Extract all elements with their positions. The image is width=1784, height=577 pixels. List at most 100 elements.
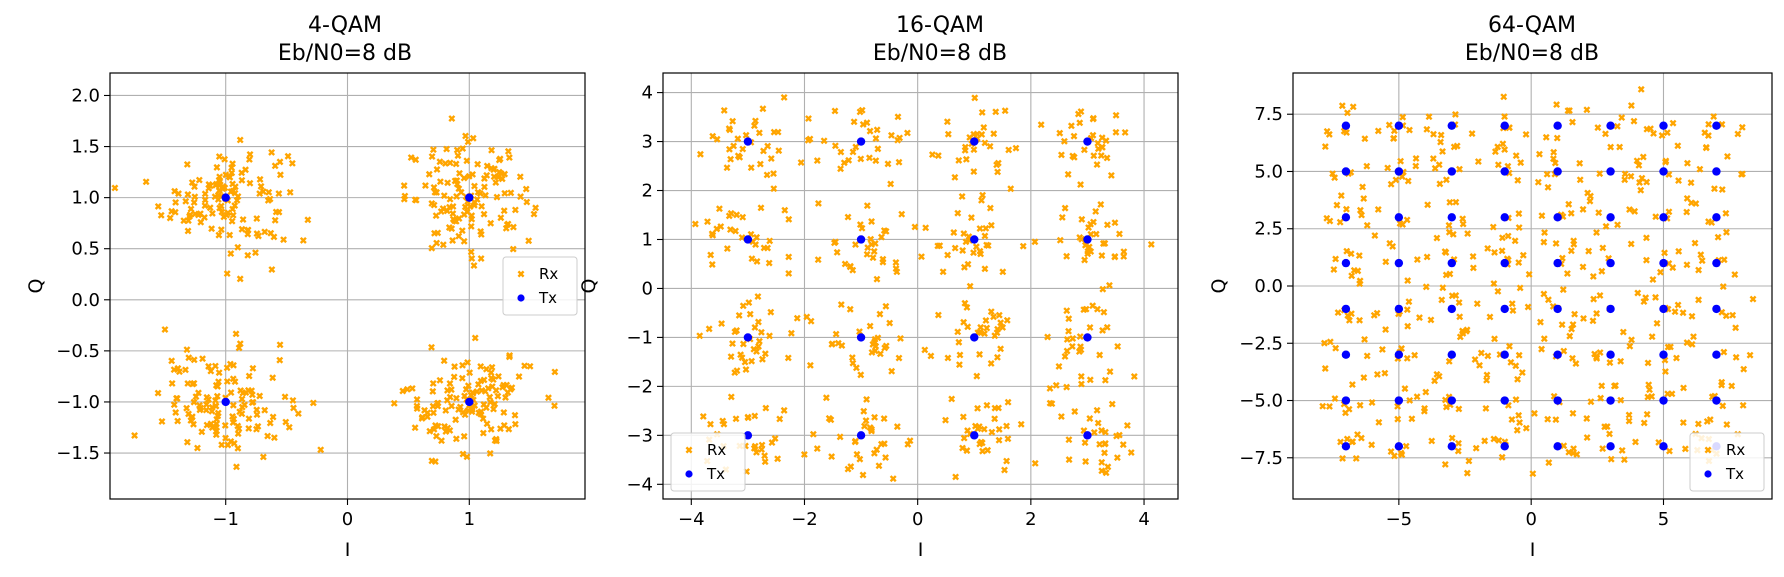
rx-point	[1489, 223, 1497, 231]
rx-point	[221, 184, 229, 192]
rx-point	[289, 396, 297, 404]
rx-point	[276, 356, 284, 364]
rx-point	[727, 155, 735, 163]
rx-point	[1626, 206, 1633, 213]
rx-point	[213, 420, 220, 428]
rx-point	[1643, 410, 1651, 418]
rx-point	[1669, 264, 1677, 272]
rx-point	[1568, 325, 1576, 333]
y-tick-label: 2	[642, 181, 653, 202]
rx-point	[776, 415, 784, 423]
rx-point	[1108, 400, 1116, 408]
rx-point	[1729, 311, 1737, 319]
rx-point	[1101, 376, 1109, 384]
rx-point	[467, 391, 475, 399]
rx-point	[864, 244, 872, 252]
rx-point	[1540, 335, 1548, 343]
rx-point	[227, 389, 235, 397]
rx-point	[270, 434, 278, 442]
rx-point	[934, 311, 942, 319]
rx-point	[1537, 318, 1544, 326]
rx-point	[412, 156, 420, 164]
rx-point	[1076, 333, 1084, 341]
rx-point	[760, 147, 767, 155]
rx-point	[1104, 463, 1112, 471]
rx-point	[887, 180, 895, 188]
rx-point	[474, 160, 482, 168]
rx-point	[1331, 174, 1339, 182]
rx-point	[463, 157, 471, 165]
rx-point	[436, 376, 444, 384]
rx-point	[1037, 121, 1045, 129]
rx-point	[1456, 165, 1463, 173]
y-axis-label: Q	[578, 279, 600, 294]
rx-point	[1541, 229, 1549, 236]
rx-point	[201, 196, 209, 204]
rx-point	[725, 125, 733, 133]
rx-point	[1631, 207, 1639, 215]
rx-point	[1500, 93, 1508, 101]
rx-point	[403, 385, 411, 393]
rx-point	[1731, 271, 1739, 278]
rx-point	[1086, 324, 1094, 331]
rx-point	[1445, 228, 1453, 236]
rx-point	[1630, 117, 1638, 125]
rx-point	[978, 108, 986, 116]
rx-point	[1344, 312, 1352, 320]
rx-point	[1044, 333, 1052, 341]
rx-point	[1619, 328, 1627, 336]
rx-point	[1710, 113, 1718, 120]
rx-point	[831, 238, 839, 246]
tx-point	[1500, 167, 1509, 176]
rx-point	[1086, 415, 1094, 422]
rx-point	[1652, 213, 1660, 221]
rx-point	[1534, 178, 1542, 186]
rx-point	[245, 425, 253, 432]
rx-point	[1147, 240, 1155, 248]
rx-point	[848, 354, 856, 362]
rx-point	[1688, 312, 1696, 320]
rx-point	[253, 215, 261, 223]
rx-point	[1513, 426, 1521, 434]
rx-point	[978, 196, 985, 204]
rx-point	[525, 237, 533, 245]
rx-point	[268, 266, 276, 273]
rx-point	[1442, 176, 1450, 184]
rx-point	[742, 366, 750, 373]
rx-point	[1401, 385, 1409, 393]
rx-point	[1491, 148, 1499, 156]
rx-point	[1385, 121, 1393, 129]
rx-point	[1055, 362, 1063, 370]
rx-point	[214, 412, 222, 420]
tx-point	[1712, 304, 1721, 314]
tx-point	[1712, 121, 1721, 130]
rx-point	[1642, 294, 1650, 302]
rx-point	[469, 170, 477, 178]
rx-point	[1540, 290, 1548, 298]
rx-point	[999, 268, 1007, 276]
tx-point	[1083, 137, 1092, 146]
tx-point	[1500, 304, 1509, 314]
rx-point	[1097, 201, 1105, 208]
rx-point	[191, 183, 198, 191]
rx-point	[1356, 280, 1364, 288]
rx-point	[1096, 351, 1104, 359]
rx-point	[218, 208, 226, 216]
rx-point	[203, 421, 211, 429]
tx-point	[1553, 121, 1562, 130]
rx-point	[859, 471, 867, 479]
rx-point	[1331, 395, 1339, 403]
rx-point	[443, 396, 451, 404]
tx-point	[970, 235, 979, 244]
rx-point	[1005, 146, 1013, 154]
rx-point	[959, 413, 967, 421]
rx-point	[756, 160, 764, 168]
y-tick-label: −1.5	[56, 443, 100, 464]
rx-point	[774, 128, 782, 136]
rx-point	[1675, 177, 1682, 185]
rx-point	[1085, 224, 1092, 231]
rx-point	[290, 404, 297, 412]
rx-point	[1683, 194, 1691, 202]
rx-point	[994, 168, 1002, 176]
rx-point	[856, 455, 864, 463]
